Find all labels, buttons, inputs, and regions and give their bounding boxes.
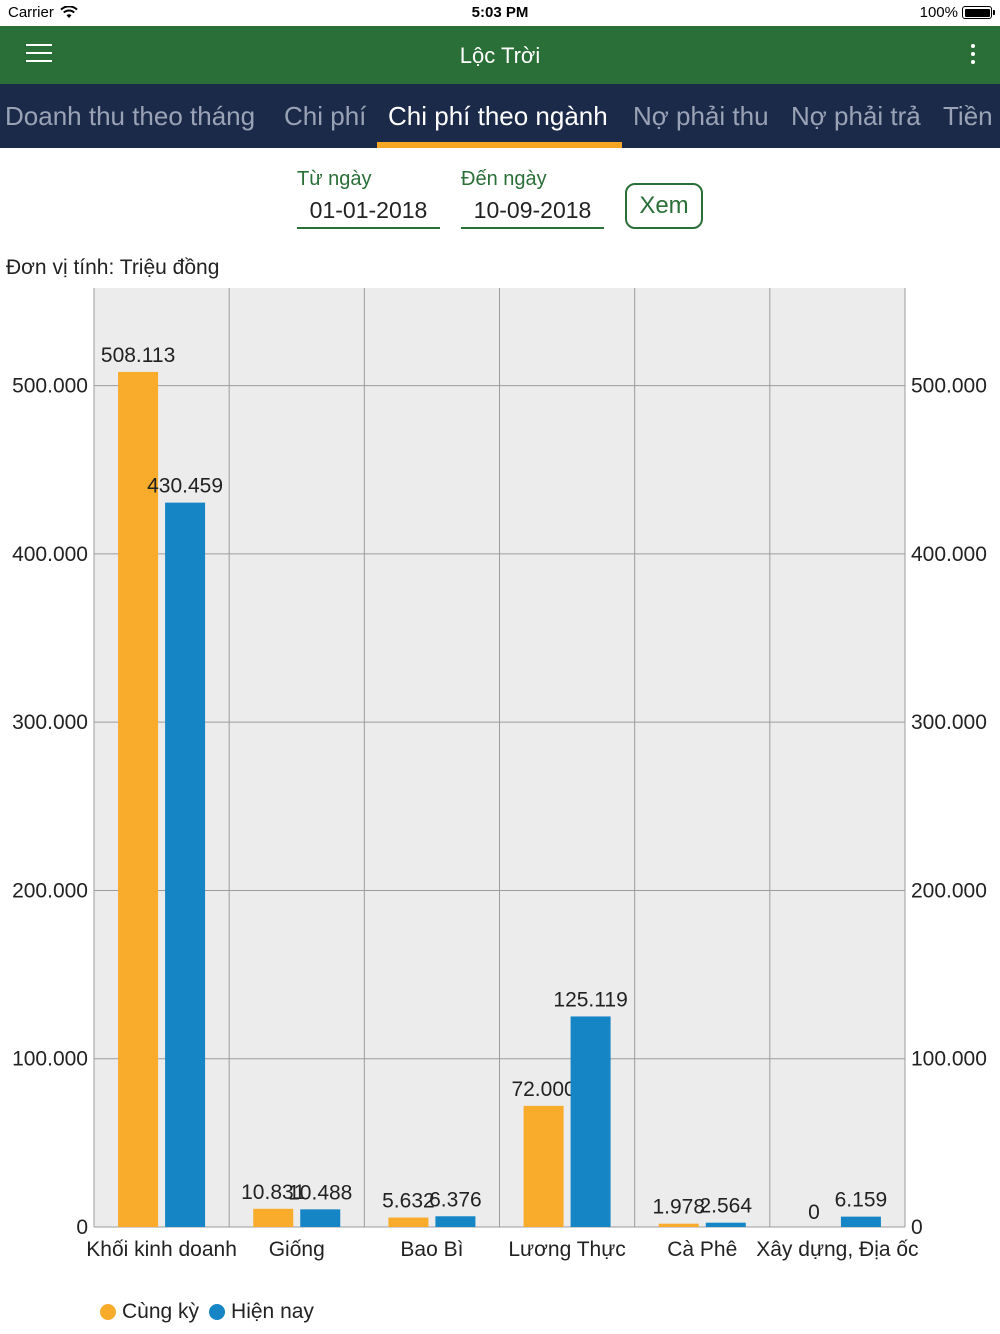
data-label: 0 <box>808 1201 820 1224</box>
tab-tien[interactable]: Tiền <box>943 101 993 131</box>
y-tick-label-left: 0 <box>76 1216 88 1239</box>
x-tick-label: Cà Phê <box>667 1238 737 1261</box>
status-bar: Carrier 5:03 PM 100% <box>0 0 1000 26</box>
y-tick-label-left: 200.000 <box>12 879 88 902</box>
bar <box>388 1217 429 1227</box>
unit-note: Đơn vị tính: Triệu đồng <box>6 256 220 279</box>
tab-no-phai-tra[interactable]: Nợ phải trả <box>791 101 921 131</box>
y-tick-label-right: 400.000 <box>911 543 987 566</box>
x-tick-label: Xây dựng, Địa ốc <box>756 1238 918 1261</box>
y-tick-label-left: 500.000 <box>12 375 88 398</box>
data-label: 72.000 <box>511 1078 575 1101</box>
x-tick-label: Khối kinh doanh <box>86 1238 237 1261</box>
data-label: 10.831 <box>241 1181 305 1204</box>
battery-icon <box>962 6 995 19</box>
from-date-field[interactable]: 01-01-2018 <box>297 197 440 229</box>
bar <box>300 1209 341 1227</box>
tab-no-phai-thu[interactable]: Nợ phải thu <box>633 101 769 131</box>
x-tick-label: Lương Thực <box>508 1238 625 1261</box>
y-tick-label-right: 300.000 <box>911 711 987 734</box>
bar <box>658 1223 699 1227</box>
legend-item-cung-ky: Cùng kỳ <box>100 1300 199 1324</box>
from-date-group: Từ ngày 01-01-2018 <box>297 168 440 229</box>
y-tick-label-left: 100.000 <box>12 1048 88 1071</box>
legend-dot-cung-ky <box>100 1304 116 1320</box>
y-tick-label-right: 100.000 <box>911 1048 987 1071</box>
status-time: 5:03 PM <box>471 4 529 21</box>
y-tick-label-right: 500.000 <box>911 375 987 398</box>
bar <box>118 371 159 1227</box>
to-date-group: Đến ngày 10-09-2018 <box>461 168 604 229</box>
bar <box>523 1105 564 1227</box>
to-date-field[interactable]: 10-09-2018 <box>461 197 604 229</box>
bar <box>435 1216 476 1227</box>
hamburger-menu-icon[interactable] <box>26 44 52 66</box>
x-tick-label: Bao Bì <box>400 1238 463 1261</box>
bar <box>570 1016 611 1227</box>
bar <box>253 1208 294 1227</box>
legend-item-hien-nay: Hiện nay <box>209 1300 314 1324</box>
y-tick-label-left: 400.000 <box>12 543 88 566</box>
to-date-label: Đến ngày <box>461 168 547 190</box>
legend-label-hien-nay: Hiện nay <box>231 1300 314 1323</box>
app-title: Lộc Trời <box>459 43 541 68</box>
tab-doanh-thu-theo-thang[interactable]: Doanh thu theo tháng <box>5 101 256 131</box>
carrier-label: Carrier <box>8 4 54 21</box>
data-label: 1.978 <box>652 1196 705 1219</box>
bar <box>705 1222 746 1227</box>
active-tab-indicator <box>377 142 622 148</box>
y-tick-label-right: 200.000 <box>911 879 987 902</box>
app-bar: Lộc Trời <box>0 26 1000 84</box>
data-label: 125.119 <box>553 988 627 1011</box>
data-label: 508.113 <box>101 344 175 367</box>
battery-percent: 100% <box>919 4 958 21</box>
bar <box>165 502 206 1227</box>
data-label: 430.459 <box>147 475 223 498</box>
tab-chi-phi-theo-nganh[interactable]: Chi phí theo ngành <box>388 101 608 131</box>
y-tick-label-left: 300.000 <box>12 711 88 734</box>
data-label: 6.376 <box>429 1188 482 1211</box>
y-tick-label-right: 0 <box>911 1216 923 1239</box>
chart-legend: Cùng kỳ Hiện nay <box>100 1300 324 1324</box>
data-label: 6.159 <box>835 1189 888 1212</box>
from-date-label: Từ ngày <box>297 168 372 190</box>
legend-label-cung-ky: Cùng kỳ <box>122 1300 200 1323</box>
x-tick-label: Giống <box>269 1238 325 1261</box>
more-vertical-icon[interactable] <box>968 44 978 68</box>
legend-dot-hien-nay <box>209 1304 226 1320</box>
data-label: 10.488 <box>288 1181 352 1204</box>
wifi-icon <box>60 6 78 18</box>
bar <box>840 1216 881 1227</box>
cost-by-sector-chart: 0 0 100.000 100.000 200.000 200.000 300.000 300… <box>12 288 987 1261</box>
view-button[interactable]: Xem <box>625 183 703 229</box>
tab-chi-phi[interactable]: Chi phí <box>284 101 367 131</box>
data-label: 2.564 <box>699 1195 752 1218</box>
data-label: 5.632 <box>382 1190 435 1213</box>
tab-bar: Doanh thu theo tháng Chi phí Chi phí the… <box>0 84 1000 148</box>
